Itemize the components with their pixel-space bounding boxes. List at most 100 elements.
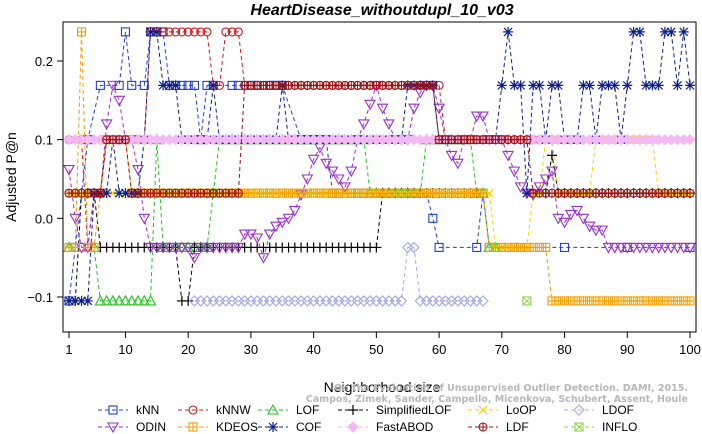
point-cof (509, 80, 520, 91)
point-cof (496, 80, 507, 91)
point-lof (138, 294, 151, 306)
point-knn (120, 27, 131, 37)
point-kdeos (70, 242, 80, 252)
series-line-ldof (194, 246, 483, 302)
point-odin (339, 182, 351, 193)
point-odin (684, 242, 696, 254)
point-odin (433, 103, 446, 115)
y-axis-label: Adjusted P@n (3, 132, 19, 222)
point-odin (345, 166, 358, 178)
point-ldf (120, 135, 131, 145)
point-odin (244, 229, 257, 241)
point-odin (332, 174, 345, 186)
series-ldf (64, 80, 695, 198)
point-odin (63, 165, 75, 176)
point-cof (170, 80, 181, 91)
point-ldof (408, 241, 420, 254)
point-cof (151, 26, 162, 37)
point-knn (189, 80, 200, 90)
point-odin (615, 242, 627, 254)
legend-label-fastabod: FastABOD (376, 420, 434, 434)
point-kdeos (478, 188, 488, 198)
point-odin (382, 119, 395, 131)
point-simplifiedlof (547, 150, 557, 161)
point-odin (320, 158, 333, 170)
point-odin (633, 242, 646, 254)
point-odin (188, 253, 201, 264)
point-fastabod (684, 133, 696, 146)
point-odin (445, 150, 458, 162)
legend-item-loop: LoOP (468, 403, 537, 417)
point-odin (533, 182, 546, 193)
point-odin (201, 242, 213, 254)
point-cof (164, 80, 175, 91)
point-odin (583, 221, 596, 233)
point-cof (76, 295, 87, 306)
point-inflo (522, 296, 532, 306)
point-knnw (177, 27, 187, 37)
point-lof (119, 294, 132, 306)
point-odin (564, 209, 577, 221)
point-cof (528, 80, 539, 91)
point-knn (139, 80, 149, 90)
point-odin (175, 242, 188, 254)
series-fastabod (63, 133, 696, 146)
point-odin (138, 213, 151, 225)
point-knnw (202, 27, 212, 37)
y-tick-label: −0.1 (27, 290, 53, 305)
point-odin (226, 242, 239, 254)
point-kdeos (685, 296, 695, 306)
point-knnw (227, 27, 237, 37)
point-odin (514, 182, 527, 193)
point-odin (508, 166, 521, 178)
point-knn (127, 80, 137, 90)
series-ldof (188, 241, 489, 307)
point-odin (671, 242, 684, 254)
point-odin (169, 242, 182, 254)
series-inflo (522, 296, 532, 306)
point-odin (558, 217, 571, 229)
point-kdeos (541, 242, 551, 252)
point-cof (521, 188, 532, 199)
point-ldf (428, 80, 438, 90)
point-knn (559, 242, 570, 252)
point-odin (106, 80, 119, 92)
legend-item-kdeos: KDEOS (178, 420, 258, 434)
x-tick-label: 50 (369, 342, 383, 357)
point-odin (376, 103, 389, 115)
point-lof (100, 294, 113, 306)
point-odin (646, 242, 659, 254)
point-cof (597, 80, 608, 91)
point-odin (238, 229, 251, 241)
point-odin (326, 166, 339, 178)
x-tick-label: 30 (244, 342, 258, 357)
legend-label-loop: LoOP (506, 403, 537, 417)
point-cof (158, 80, 169, 91)
legend-item-ldf: LDF (468, 420, 529, 434)
point-cof (120, 188, 131, 199)
point-cof (70, 295, 81, 306)
legend-marker-odin (107, 422, 119, 434)
series-line-knn (68, 31, 690, 301)
legend-label-ldof: LDOF (602, 403, 634, 417)
legend: kNN kNNW LOF SimplifiedLOF LoOP LDOF ODIN KDEOS… (98, 403, 637, 434)
point-odin (677, 242, 690, 254)
point-odin (658, 242, 671, 254)
point-odin (602, 242, 615, 254)
point-odin (113, 95, 126, 107)
point-knnw (183, 27, 193, 37)
point-ldof (477, 295, 489, 307)
series-kdeos (64, 27, 695, 306)
point-odin (627, 242, 640, 254)
legend-marker-ldf (478, 422, 488, 432)
point-cof (685, 80, 695, 91)
point-ldf (233, 188, 243, 198)
point-ldf (95, 188, 105, 198)
series-knn (64, 27, 695, 306)
legend-label-simplifiedlof: SimplifiedLOF (376, 403, 451, 417)
chart-title: HeartDisease_withoutdupl_10_v03 (250, 2, 513, 19)
legend-marker-kdeos (188, 422, 198, 432)
point-odin (270, 221, 282, 233)
point-odin (552, 213, 565, 225)
